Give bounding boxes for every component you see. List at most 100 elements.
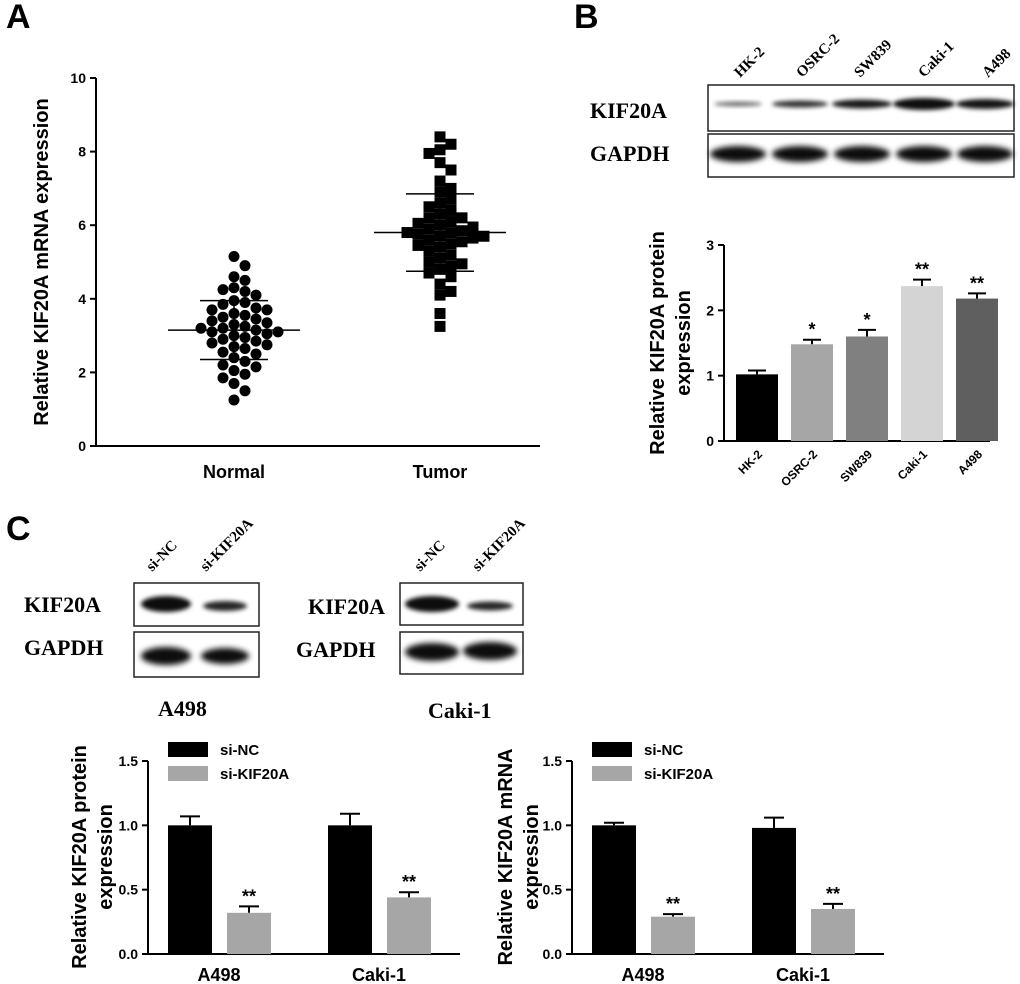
panel-a-tumor-point [423, 147, 435, 159]
panel-c2-legend-swatch [592, 742, 632, 757]
panel-b-y-tick-label: 3 [706, 237, 714, 253]
blot-b-gapdh-band [772, 146, 828, 162]
panel-b-significance: * [808, 320, 815, 340]
blot-c-a498-row-label-kif20a: KIF20A [24, 592, 101, 617]
panel-a-normal-point [261, 304, 273, 316]
panel-a-normal-point [228, 271, 240, 283]
blot-c-caki1-kif20a-band [467, 601, 513, 611]
panel-c1-legend-swatch [168, 766, 208, 781]
panel-a-normal-point [261, 317, 273, 329]
panel-b-category-label: HK-2 [735, 447, 765, 477]
panel-b-bar-chart: 0 1 2 3 HK-2 * OSRC-2 * SW839 ** Caki-1 ** A498 Rel… [647, 231, 998, 489]
panel-c1-bar-si-nc [328, 825, 372, 954]
panel-a-normal-point [217, 311, 229, 323]
panel-a-y-axis-label: Relative KIF20A mRNA expression [31, 98, 53, 426]
panel-a-tumor-point [434, 186, 446, 198]
panel-b-y-tick-label: 1 [706, 368, 714, 384]
blot-b-kif20a-band [893, 98, 955, 110]
panel-a-tumor-point [423, 267, 435, 279]
panel-a-tumor-point [467, 221, 479, 233]
panel-c2-y-tick-label: 1.0 [543, 817, 563, 833]
panel-b-y-tick-label: 2 [706, 302, 714, 318]
panel-a-normal-point [239, 385, 251, 397]
blot-c-caki1-cell-line-label: Caki-1 [428, 698, 492, 723]
panel-a-y-tick-label: 6 [78, 217, 86, 233]
panel-a-y-tick-label: 0 [78, 438, 86, 454]
panel-a-normal-point [261, 339, 273, 351]
blot-b-kif20a-band [956, 99, 1014, 109]
panel-a-y-tick-label: 4 [78, 291, 86, 307]
panel-a-tumor-point [456, 236, 468, 248]
blot-b-gapdh-band [896, 146, 952, 162]
blot-c-a498-gapdh-band [201, 648, 249, 664]
panel-a-normal-point [206, 315, 218, 327]
panel-a-tumor-point [434, 308, 446, 320]
panel-a-tumor-point [478, 230, 490, 242]
panel-a-normal-point [195, 322, 207, 334]
panel-a-tumor-point [445, 285, 457, 297]
panel-a-normal-point [206, 304, 218, 316]
panel-c1-significance: ** [242, 886, 256, 906]
panel-a-tumor-point [445, 216, 457, 228]
panel-c1-bar-si-kif20a [227, 912, 271, 954]
panel-a-tumor-point [445, 204, 457, 216]
panel-a-normal-point [206, 326, 218, 338]
panel-c2-bar-si-nc [752, 827, 796, 954]
panel-c1-y-tick-label: 1.5 [119, 753, 139, 769]
panel-c2-y-axis-label-line2: expression [521, 804, 543, 910]
blot-b-lane-label: SW839 [852, 37, 896, 81]
panel-c1-significance: ** [402, 872, 416, 892]
panel-b-category-label: SW839 [837, 447, 875, 485]
panel-a-tumor-point [456, 225, 468, 237]
panel-c1-y-axis-label-line2: expression [95, 804, 117, 910]
panel-a-tumor-point [423, 223, 435, 235]
panel-c2-y-tick-label: 0.5 [543, 882, 563, 898]
panel-a-tumor-point [423, 256, 435, 268]
panel-c1-y-tick-label: 0.5 [119, 882, 139, 898]
blot-c-a498-lane-label: si-NC [144, 538, 181, 575]
panel-a-normal-point [239, 342, 251, 354]
panel-c2-bar-si-nc [592, 825, 636, 954]
blot-c-caki1-row-label-gapdh: GAPDH [296, 637, 375, 662]
panel-a-tumor-point [434, 289, 446, 301]
panel-b-bar-a498 [956, 298, 998, 441]
panel-a-normal-point [250, 313, 262, 325]
panel-a-tumor-point [445, 260, 457, 272]
panel-a-normal-point [228, 365, 240, 377]
blot-c-a498-kif20a-band [203, 601, 247, 611]
panel-a-tumor-point [445, 138, 457, 150]
panel-a-normal-point [217, 298, 229, 310]
blot-b-gapdh-band [834, 146, 890, 162]
blot-b-kif20a-band [772, 100, 828, 108]
panel-a-tumor-point [412, 239, 424, 251]
blot-c-caki1-gapdh-band [463, 642, 517, 660]
panel-a-normal-point [272, 326, 284, 338]
panel-a-normal-point [239, 331, 251, 343]
panel-a-tumor-point [445, 164, 457, 176]
panel-b-category-label: Caki-1 [895, 447, 931, 483]
panel-a-tumor-point [445, 271, 457, 283]
panel-a-normal-point [217, 359, 229, 371]
blot-b-lane-label: A498 [980, 46, 1015, 81]
panel-a-tumor-point [445, 249, 457, 261]
panel-a-normal-point [217, 346, 229, 358]
panel-a-normal-point [217, 372, 229, 384]
panel-a-tumor-point [423, 212, 435, 224]
panel-a-tumor-point [412, 228, 424, 240]
panel-a-tumor-point [434, 278, 446, 290]
panel-a-tumor-point [423, 201, 435, 213]
panel-letter-b: B [574, 0, 599, 36]
panel-a-normal-point [250, 361, 262, 373]
panel-a-normal-point [217, 322, 229, 334]
panel-c1-bar-si-nc [168, 825, 212, 954]
blot-b-lane-label: HK-2 [732, 44, 769, 81]
panel-a-tumor-point [434, 157, 446, 169]
panel-a-y-tick-label: 2 [78, 364, 86, 380]
panel-a-normal-point [250, 302, 262, 314]
panel-a-normal-point [239, 285, 251, 297]
panel-a-tumor-point [445, 182, 457, 194]
panel-c2-legend-label: si-NC [644, 742, 683, 759]
panel-a-normal-point [239, 368, 251, 380]
panel-c2-legend-swatch [592, 766, 632, 781]
